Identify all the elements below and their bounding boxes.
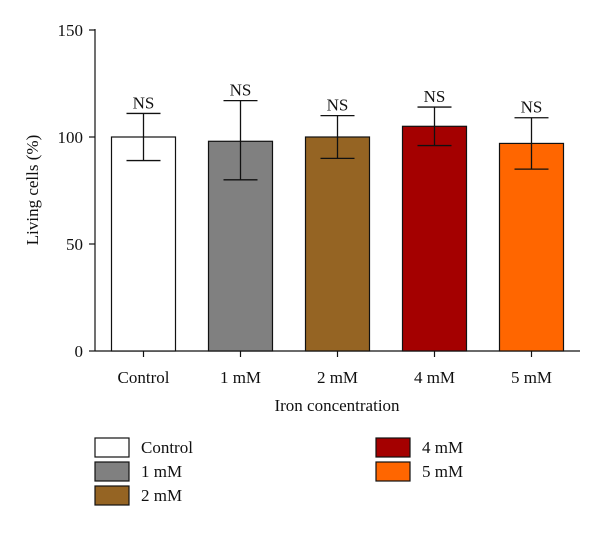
y-tick-label: 100 — [58, 128, 84, 147]
bar-2-mm — [304, 136, 371, 352]
significance-label: NS — [230, 81, 252, 100]
x-tick-label: Control — [118, 368, 170, 387]
legend-label: Control — [141, 438, 193, 457]
axes: 0 50 100 150 Control 1 mM 2 mM 4 mM 5 mM — [58, 21, 580, 387]
bar-1-mm — [207, 140, 274, 352]
x-axis-title: Iron concentration — [274, 396, 400, 415]
legend-item: 1 mM — [94, 461, 182, 482]
legend-item: 4 mM — [375, 437, 463, 458]
bar-5-mm — [498, 142, 565, 352]
legend-swatch — [375, 461, 411, 482]
bar-4-mm — [401, 125, 468, 352]
legend-swatch — [94, 461, 130, 482]
error-bars — [126, 99, 549, 181]
legend-label: 5 mM — [422, 462, 463, 481]
significance-label: NS — [521, 98, 543, 117]
x-tick-label: 2 mM — [317, 368, 358, 387]
legend-swatch — [375, 437, 411, 458]
significance-label: NS — [133, 93, 155, 112]
legend-label: 1 mM — [141, 462, 182, 481]
legend-label: 4 mM — [422, 438, 463, 457]
y-tick-label: 150 — [58, 21, 84, 40]
significance-label: NS — [327, 96, 349, 115]
bar-control — [110, 136, 177, 352]
legend-label: 2 mM — [141, 486, 182, 505]
legend-swatch — [94, 485, 130, 506]
bars — [110, 125, 565, 352]
legend: Control 1 mM 2 mM 4 mM 5 mM — [94, 437, 463, 506]
legend-item: 5 mM — [375, 461, 463, 482]
legend-item: Control — [94, 437, 193, 458]
x-tick-label: 1 mM — [220, 368, 261, 387]
legend-swatch — [94, 437, 130, 458]
x-tick-label: 5 mM — [511, 368, 552, 387]
significance-label: NS — [424, 87, 446, 106]
y-axis-title: Living cells (%) — [23, 135, 42, 245]
x-tick-label: 4 mM — [414, 368, 455, 387]
bar-annotations: NS NS NS NS NS — [133, 81, 543, 117]
legend-item: 2 mM — [94, 485, 182, 506]
y-tick-label: 0 — [75, 342, 84, 361]
y-tick-label: 50 — [66, 235, 83, 254]
